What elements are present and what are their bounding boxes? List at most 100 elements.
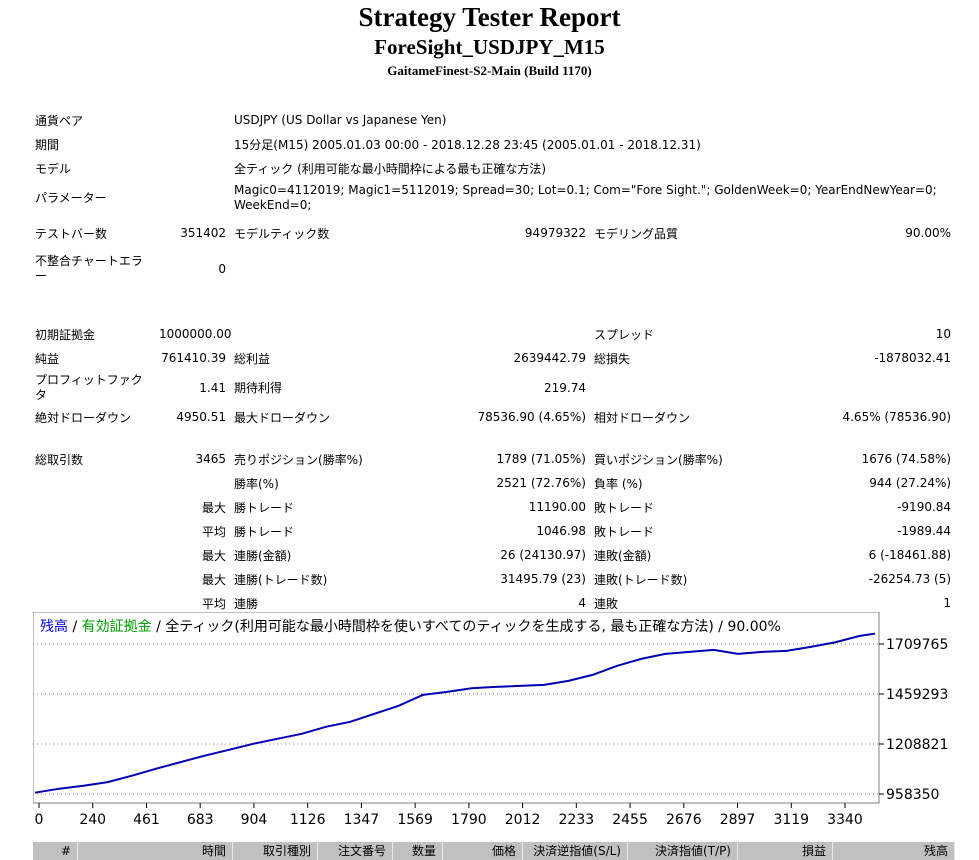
trades-header-col-tp: 決済指値(T/P) (628, 842, 738, 860)
row-deposit: 初期証拠金 1000000.00 スプレッド 10 (31, 322, 955, 346)
x-tick-label: 1126 (290, 812, 326, 828)
balance-series-line (34, 632, 876, 794)
x-tick-label: 0 (35, 812, 44, 828)
max-consec-profit-value: 31495.79 (23) (500, 572, 586, 586)
quality-value: 90.00% (905, 226, 952, 240)
trades-header-col-sl: 決済逆指値(S/L) (523, 842, 628, 860)
total-value: 3465 (195, 452, 226, 466)
y-axis-ticks: 1709765 1459293 1208821 958350 (879, 637, 948, 803)
row-model: モデル 全ティック (利用可能な最小時間枠による最も正確な方法) (31, 156, 955, 180)
avg-consec-losses-label: 連敗 (594, 596, 619, 611)
trades-header-col-index: # (33, 842, 78, 860)
x-tick-label: 683 (187, 812, 214, 828)
spread-value: 10 (935, 327, 952, 341)
trades-header-col-type: 取引種別 (233, 842, 318, 860)
y-tick-label: 1459293 (886, 687, 948, 703)
report-table: 通貨ペア USDJPY (US Dollar vs Japanese Yen) … (31, 108, 955, 615)
period-label: 期間 (35, 137, 60, 152)
gross-profit-value: 2639442.79 (513, 351, 586, 365)
max-label: 最大 (201, 548, 226, 563)
gross-loss-value: -1878032.41 (874, 351, 952, 365)
x-tick-label: 3340 (827, 812, 863, 828)
avg-consec-wins-value: 4 (578, 596, 586, 610)
ticks-value: 94979322 (524, 226, 586, 240)
max-consec-loss-label: 連敗(トレード数) (594, 572, 688, 587)
avg-win-label: 勝トレード (234, 524, 295, 539)
avg-consec-wins-label: 連勝 (234, 596, 259, 611)
y-tick-label: 1709765 (886, 637, 948, 653)
row-max-consec: 最大 連勝(金額) 26 (24130.97) 連敗(金額) 6 (-18461… (31, 543, 955, 567)
legend-description: / 全ティック(利用可能な最小時間枠を使いすべてのティックを生成する, 最も正確… (152, 618, 781, 635)
row-pf: プロフィットファクタ 1.41 期待利得 219.74 (31, 370, 955, 405)
x-tick-label: 2897 (720, 812, 756, 828)
avg-loss-label: 敗トレード (594, 524, 655, 539)
row-period: 期間 15分足(M15) 2005.01.03 00:00 - 2018.12.… (31, 132, 955, 156)
payoff-label: 期待利得 (234, 381, 283, 395)
largest-win-label: 勝トレード (234, 500, 295, 515)
trades-header-col-order: 注文番号 (318, 842, 393, 860)
max-consec-losses-value: 6 (-18461.88) (868, 548, 952, 562)
abs-dd-label: 絶対ドローダウン (35, 410, 132, 425)
max2-label: 最大 (201, 572, 226, 587)
chart-grid (33, 643, 879, 795)
period-value: 15分足(M15) 2005.01.03 00:00 - 2018.12.28 … (234, 137, 701, 152)
x-tick-label: 240 (79, 812, 106, 828)
gross-loss-label: 総損失 (594, 351, 631, 366)
chart-plot-area (33, 612, 880, 804)
x-tick-label: 3119 (773, 812, 809, 828)
x-tick-label: 1347 (344, 812, 380, 828)
server-build: GaitameFinest-S2-Main (Build 1170) (387, 63, 592, 78)
symbol-value: USDJPY (US Dollar vs Japanese Yen) (234, 113, 447, 127)
trades-header-col-balance: 残高 (833, 842, 955, 860)
rel-dd-label: 相対ドローダウン (594, 410, 691, 425)
row-avg-consec: 平均 連勝 4 連敗 1 (31, 591, 955, 615)
long-value: 1676 (74.58%) (861, 452, 952, 466)
model-label: モデル (35, 161, 72, 176)
avg2-label: 平均 (201, 596, 226, 611)
row-total: 総取引数 3465 売りポジション(勝率%) 1789 (71.05%) 買いポ… (31, 447, 955, 471)
y-tick-label: 1208821 (886, 737, 948, 753)
pf-label: プロフィットファクタ (35, 372, 143, 402)
balance-chart: 残高 / 有効証拠金 / 全ティック(利用可能な最小時間枠を使いすべてのティック… (33, 612, 948, 828)
mismatch-value: 0 (218, 261, 226, 276)
row-params: パラメーター Magic0=4112019; Magic1=5112019; S… (31, 180, 955, 215)
max-consec-wins-value: 26 (24130.97) (500, 548, 586, 562)
largest-win-value: 11190.00 (528, 500, 586, 514)
rel-dd-value: 4.65% (78536.90) (842, 410, 952, 424)
deposit-value: 1000000.00 (159, 327, 232, 341)
x-tick-label: 904 (241, 812, 268, 828)
x-tick-label: 2676 (666, 812, 702, 828)
trades-header-col-profit: 損益 (738, 842, 833, 860)
max-dd-label: 最大ドローダウン (234, 410, 331, 425)
trades-header-col-price: 価格 (443, 842, 523, 860)
gross-profit-label: 総利益 (234, 351, 271, 366)
total-label: 総取引数 (35, 452, 84, 467)
loss-value: 944 (27.24%) (869, 476, 952, 490)
model-value: 全ティック (利用可能な最小時間枠による最も正確な方法) (234, 161, 547, 176)
net-value: 761410.39 (161, 351, 226, 365)
legend-sep: / (68, 619, 82, 635)
largest-label: 最大 (201, 500, 226, 515)
row-winloss: 勝率(%) 2521 (72.76%) 負率 (%) 944 (27.24%) (31, 471, 955, 495)
payoff-value: 219.74 (544, 380, 586, 395)
x-tick-label: 2012 (505, 812, 541, 828)
row-symbol: 通貨ペア USDJPY (US Dollar vs Japanese Yen) (31, 108, 955, 132)
x-axis-ticks: 0 240 461 683 904 1126 1347 1569 1790 2012 2233 245… (35, 803, 863, 828)
trades-table-header: # 時間 取引種別 注文番号 数量 価格 決済逆指値(S/L) 決済指値(T/P) 損益 残高 (33, 842, 955, 860)
bars-label: テストバー数 (35, 226, 108, 241)
row-largest: 最大 勝トレード 11190.00 敗トレード -9190.84 (31, 495, 955, 519)
spread-label: スプレッド (594, 327, 655, 342)
legend-balance: 残高 (40, 618, 68, 635)
largest-loss-value: -9190.84 (897, 500, 952, 514)
row-average: 平均 勝トレード 1046.98 敗トレード -1989.44 (31, 519, 955, 543)
abs-dd-value: 4950.51 (176, 410, 226, 424)
x-tick-label: 461 (133, 812, 160, 828)
symbol-label: 通貨ペア (35, 113, 84, 128)
win-label: 勝率(%) (234, 476, 279, 491)
legend-equity: 有効証拠金 (82, 619, 152, 635)
long-label: 買いポジション(勝率%) (594, 452, 723, 467)
largest-loss-label: 敗トレード (594, 500, 655, 515)
max-dd-value: 78536.90 (4.65%) (477, 410, 586, 424)
pf-value: 1.41 (199, 380, 226, 395)
ticks-label: モデルティック数 (234, 226, 330, 241)
